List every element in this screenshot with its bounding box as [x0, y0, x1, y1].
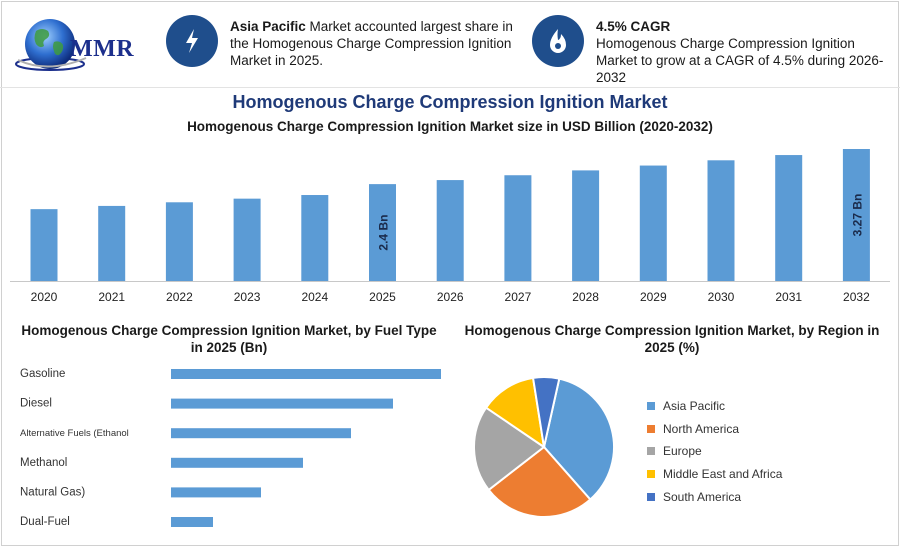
- highlight-text: Homogenous Charge Compression Ignition M…: [596, 36, 884, 85]
- region-pie-chart: [473, 376, 615, 518]
- x-tick-label: 2029: [640, 290, 667, 304]
- pie-slice-south-america: [531, 376, 561, 448]
- region-chart-title: Homogenous Charge Compression Ignition M…: [464, 323, 880, 355]
- legend-label: Asia Pacific: [663, 399, 726, 414]
- x-tick-label: 2032: [843, 290, 870, 304]
- legend-label: Middle East and Africa: [663, 467, 783, 482]
- x-tick-label: 2027: [505, 290, 532, 304]
- pie-slice-middle-east-and-africa: [484, 376, 546, 450]
- page-title: Homogenous Charge Compression Ignition M…: [232, 92, 668, 112]
- bar-2020: [30, 209, 58, 281]
- category-label: Gasoline: [20, 368, 65, 380]
- fuel-bar: [171, 457, 303, 468]
- bar-2022: [165, 202, 193, 281]
- legend-swatch: [647, 470, 655, 479]
- fuel-bar: [171, 428, 351, 439]
- flame-icon: [550, 29, 566, 53]
- data-label-2032: 3.27 Bn: [850, 194, 864, 237]
- fuel-bar: [171, 517, 213, 527]
- bar-2026: [436, 180, 464, 281]
- pie-slice-asia-pacific: [542, 377, 615, 501]
- legend-swatch: [647, 424, 655, 433]
- fuel-bar: [171, 369, 441, 379]
- bar-2021: [98, 205, 126, 281]
- x-tick-label: 2022: [166, 290, 193, 304]
- legend-label: Europe: [663, 444, 702, 459]
- x-tick-label: 2021: [98, 290, 125, 304]
- category-label: Alternative Fuels (Ethanol: [20, 428, 129, 439]
- highlight-bold: Asia Pacific: [230, 19, 306, 34]
- bar-2023: [233, 198, 261, 281]
- bar-chart-title: Homogenous Charge Compression Ignition M…: [187, 119, 713, 134]
- legend-item: Asia Pacific: [647, 395, 782, 418]
- data-label-2025: 2.4 Bn: [377, 215, 391, 251]
- x-tick-label: 2020: [31, 290, 58, 304]
- bar-2028: [572, 170, 600, 281]
- fuel-type-bar-chart: Gasoline Diesel Alternative Fuels (Ethanol…: [20, 368, 441, 528]
- bar-2025: [369, 184, 396, 281]
- category-label: Dual-Fuel: [20, 516, 70, 528]
- category-label: Natural Gas): [20, 486, 85, 498]
- pie-slice-north-america: [487, 445, 592, 518]
- fuel-bar: [171, 487, 261, 498]
- bar-2031: [775, 155, 803, 281]
- x-tick-label: 2026: [437, 290, 464, 304]
- legend-swatch: [647, 492, 655, 501]
- bar-2024: [301, 195, 329, 281]
- legend-item: Middle East and Africa: [647, 463, 782, 486]
- logo-text: MMR: [70, 36, 135, 62]
- x-tick-label: 2024: [301, 290, 328, 304]
- highlight-text: Market accounted largest share in the Ho…: [230, 19, 513, 68]
- legend-label: North America: [663, 421, 740, 436]
- bar-2030: [707, 160, 735, 281]
- legend-item: South America: [647, 485, 782, 508]
- pie-slice-europe: [473, 406, 546, 492]
- mmr-globe-logo: [15, 19, 87, 71]
- highlight-cagr: 4.5% CAGR Homogenous Charge Compression …: [596, 18, 888, 86]
- legend-label: South America: [663, 489, 742, 504]
- market-size-bar-chart: 2020 2021 2022 2023 2024 2025 2.4 Bn 2026 2027 20…: [10, 149, 890, 304]
- highlight-bold: 4.5% CAGR: [596, 19, 671, 34]
- region-legend: Asia Pacific North America Europe Middle Ea…: [647, 395, 782, 508]
- lightning-icon: [186, 29, 198, 53]
- legend-swatch: [647, 402, 655, 411]
- legend-swatch: [647, 447, 655, 456]
- category-label: Diesel: [20, 398, 52, 410]
- bar-2032: [842, 149, 870, 281]
- header-divider: [0, 87, 900, 88]
- x-tick-label: 2023: [234, 290, 261, 304]
- highlight-icon-badge: [166, 15, 218, 67]
- category-label: Methanol: [20, 457, 67, 469]
- fuel-chart-title: Homogenous Charge Compression Ignition M…: [21, 323, 437, 355]
- bar-2029: [639, 165, 667, 281]
- x-tick-label: 2031: [775, 290, 802, 304]
- legend-item: Europe: [647, 440, 782, 463]
- x-tick-label: 2025: [369, 290, 396, 304]
- x-tick-label: 2028: [572, 290, 599, 304]
- cagr-icon-badge: [532, 15, 584, 67]
- bar-2027: [504, 175, 532, 281]
- highlight-asia-pacific: Asia Pacific Market accounted largest sh…: [230, 18, 530, 69]
- fuel-bar: [171, 398, 393, 409]
- legend-item: North America: [647, 418, 782, 441]
- x-tick-label: 2030: [708, 290, 735, 304]
